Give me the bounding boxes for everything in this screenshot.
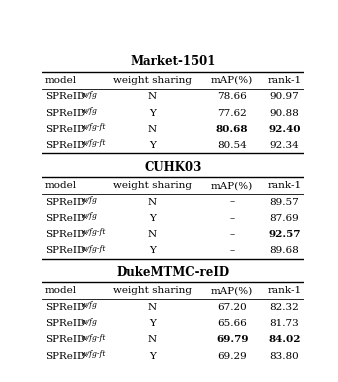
Text: Y: Y	[149, 351, 156, 361]
Text: SPReID: SPReID	[45, 214, 85, 223]
Text: mAP(%): mAP(%)	[211, 181, 253, 190]
Text: SPReID: SPReID	[45, 125, 85, 134]
Text: SPReID: SPReID	[45, 246, 85, 255]
Text: 89.68: 89.68	[270, 246, 299, 255]
Text: 92.57: 92.57	[268, 230, 301, 239]
Text: SPReID: SPReID	[45, 197, 85, 207]
Text: model: model	[45, 181, 77, 190]
Text: model: model	[45, 286, 77, 295]
Text: –: –	[230, 246, 235, 255]
Text: –: –	[230, 230, 235, 239]
Text: SPReID: SPReID	[45, 92, 85, 101]
Text: rank-1: rank-1	[267, 76, 301, 85]
Text: SPReID: SPReID	[45, 303, 85, 312]
Text: CUHK03: CUHK03	[145, 160, 202, 173]
Text: 65.66: 65.66	[217, 319, 247, 328]
Text: Y: Y	[149, 108, 156, 118]
Text: weight sharing: weight sharing	[113, 286, 192, 295]
Text: 82.32: 82.32	[270, 303, 299, 312]
Text: Y: Y	[149, 319, 156, 328]
Text: 69.29: 69.29	[217, 351, 247, 361]
Text: 83.80: 83.80	[270, 351, 299, 361]
Text: weight sharing: weight sharing	[113, 181, 192, 190]
Text: N: N	[148, 230, 157, 239]
Text: w/fg-ft: w/fg-ft	[80, 228, 106, 236]
Text: w/fg-ft: w/fg-ft	[80, 123, 106, 131]
Text: 77.62: 77.62	[217, 108, 247, 118]
Text: 90.88: 90.88	[270, 108, 299, 118]
Text: SPReID: SPReID	[45, 230, 85, 239]
Text: SPReID: SPReID	[45, 319, 85, 328]
Text: DukeMTMC-reID: DukeMTMC-reID	[117, 266, 230, 279]
Text: mAP(%): mAP(%)	[211, 286, 253, 295]
Text: N: N	[148, 335, 157, 344]
Text: 78.66: 78.66	[217, 92, 247, 101]
Text: mAP(%): mAP(%)	[211, 76, 253, 85]
Text: 92.40: 92.40	[268, 125, 301, 134]
Text: N: N	[148, 303, 157, 312]
Text: 90.97: 90.97	[270, 92, 299, 101]
Text: w/fg: w/fg	[80, 212, 97, 220]
Text: SPReID: SPReID	[45, 351, 85, 361]
Text: w/fg-ft: w/fg-ft	[80, 334, 106, 342]
Text: SPReID: SPReID	[45, 335, 85, 344]
Text: 80.54: 80.54	[217, 141, 247, 150]
Text: 89.57: 89.57	[270, 197, 299, 207]
Text: w/fg: w/fg	[80, 301, 97, 309]
Text: Y: Y	[149, 214, 156, 223]
Text: Y: Y	[149, 141, 156, 150]
Text: 84.02: 84.02	[268, 335, 301, 344]
Text: w/fg: w/fg	[80, 317, 97, 325]
Text: SPReID: SPReID	[45, 108, 85, 118]
Text: Market-1501: Market-1501	[130, 55, 216, 68]
Text: –: –	[230, 197, 235, 207]
Text: N: N	[148, 125, 157, 134]
Text: 81.73: 81.73	[270, 319, 299, 328]
Text: –: –	[230, 214, 235, 223]
Text: 87.69: 87.69	[270, 214, 299, 223]
Text: w/fg: w/fg	[80, 107, 97, 115]
Text: N: N	[148, 197, 157, 207]
Text: rank-1: rank-1	[267, 181, 301, 190]
Text: 69.79: 69.79	[216, 335, 248, 344]
Text: model: model	[45, 76, 77, 85]
Text: 80.68: 80.68	[216, 125, 248, 134]
Text: w/fg-ft: w/fg-ft	[80, 139, 106, 147]
Text: w/fg-ft: w/fg-ft	[80, 244, 106, 253]
Text: Y: Y	[149, 246, 156, 255]
Text: w/fg: w/fg	[80, 91, 97, 99]
Text: rank-1: rank-1	[267, 286, 301, 295]
Text: weight sharing: weight sharing	[113, 76, 192, 85]
Text: w/fg: w/fg	[80, 196, 97, 204]
Text: 67.20: 67.20	[217, 303, 247, 312]
Text: 92.34: 92.34	[270, 141, 299, 150]
Text: w/fg-ft: w/fg-ft	[80, 350, 106, 358]
Text: N: N	[148, 92, 157, 101]
Text: SPReID: SPReID	[45, 141, 85, 150]
